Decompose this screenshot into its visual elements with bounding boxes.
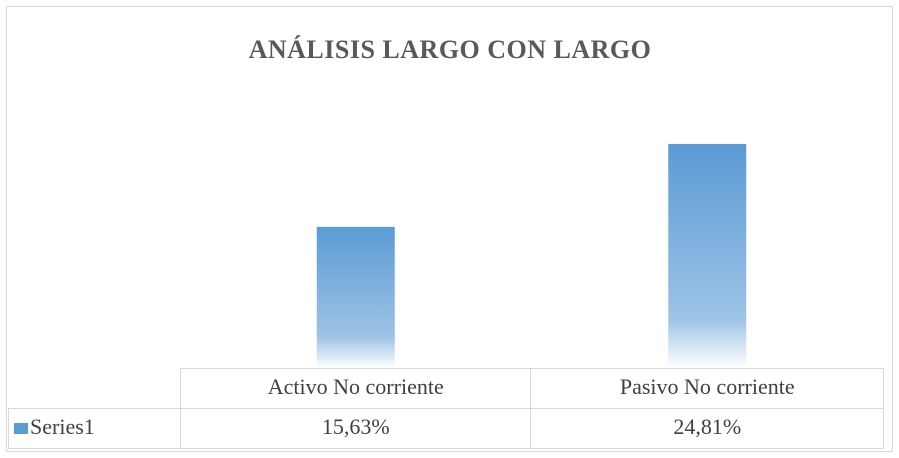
bar [668, 143, 747, 368]
category-label: Activo No corriente [268, 374, 444, 399]
chart-title: ANÁLISIS LARGO CON LARGO [249, 35, 652, 64]
legend-label: Series1 [30, 414, 95, 439]
table-value: 15,63% [322, 414, 390, 439]
data-table [8, 368, 884, 449]
category-label: Pasivo No corriente [620, 374, 795, 399]
legend-key [14, 423, 28, 434]
bar [316, 226, 395, 368]
table-value: 24,81% [673, 414, 741, 439]
